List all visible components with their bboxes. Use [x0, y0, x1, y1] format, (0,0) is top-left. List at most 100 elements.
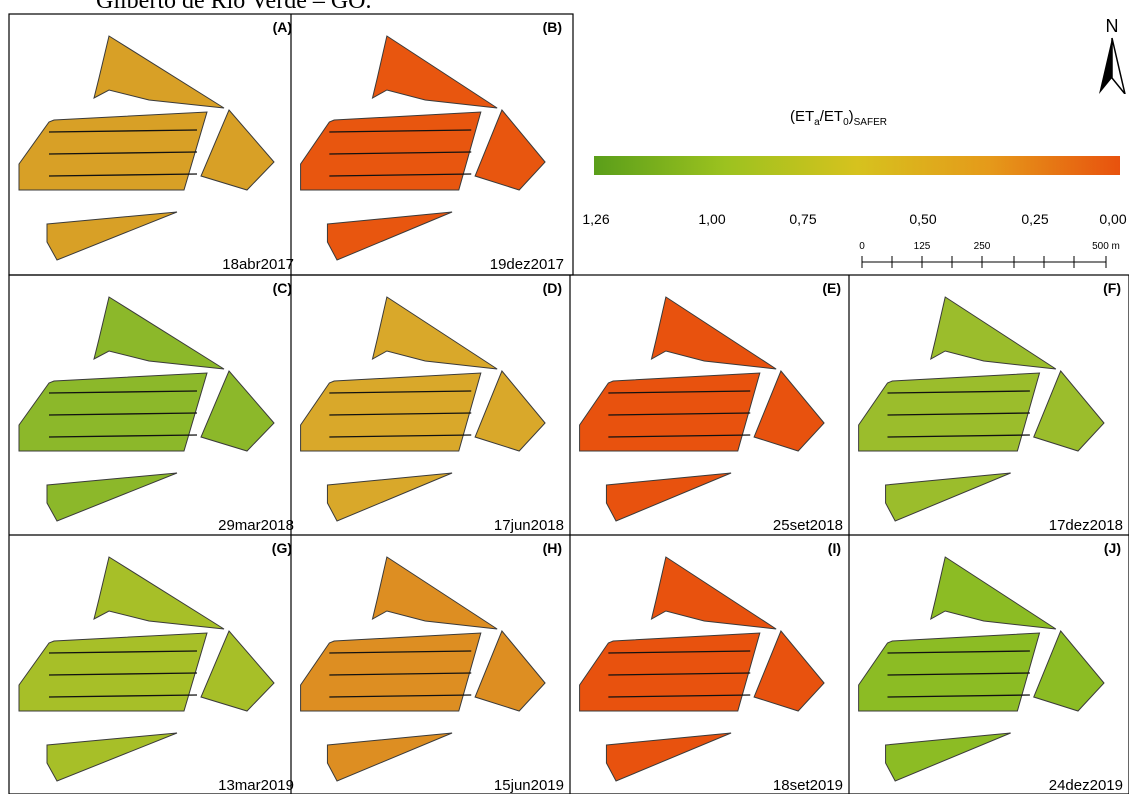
field-polygon: [858, 632, 1041, 712]
field-division-line: [887, 434, 1030, 438]
scale-label: 0: [859, 241, 865, 252]
field-polygon: [46, 472, 178, 522]
field-division-line: [48, 650, 198, 654]
field-polygon: [200, 630, 275, 712]
panel-date: 17dez2018: [1049, 517, 1123, 534]
field-polygon: [200, 109, 275, 191]
map-panel: (D) 17jun2018: [300, 280, 564, 534]
field-polygon: [93, 556, 225, 630]
field-division-line: [48, 390, 198, 394]
panel-date: 18abr2017: [222, 256, 294, 273]
field-polygon: [753, 630, 825, 712]
field-polygon: [650, 296, 777, 370]
field-division-line: [329, 672, 472, 676]
field-division-line: [48, 672, 198, 676]
map-panel: (E) 25set2018: [579, 280, 843, 534]
field-division-line: [887, 650, 1030, 654]
field-polygon: [93, 296, 225, 370]
legend-tick-label: 0,25: [1021, 211, 1049, 227]
field-polygon: [46, 211, 178, 261]
map-panel: (A) 18abr2017: [18, 19, 294, 273]
north-arrow-icon: N: [1099, 16, 1126, 94]
field-polygon: [605, 472, 732, 522]
map-panel: (B) 19dez2017: [300, 19, 564, 273]
panel-letter: (I): [828, 540, 841, 556]
field-polygon: [1033, 370, 1105, 452]
field-polygon: [579, 372, 761, 452]
field-polygon: [300, 632, 482, 712]
field-division-line: [887, 694, 1030, 698]
field-division-line: [608, 694, 751, 698]
panel-date: 25set2018: [773, 517, 843, 534]
field-division-line: [329, 151, 472, 155]
panel-letter: (E): [822, 280, 841, 296]
panel-letter: (B): [543, 19, 562, 35]
legend-tick-label: 1,26: [582, 211, 610, 227]
field-polygon: [579, 632, 761, 712]
field-polygon: [474, 630, 546, 712]
field-division-line: [608, 672, 751, 676]
field-polygon: [371, 296, 498, 370]
field-division-line: [608, 390, 751, 394]
field-polygon: [885, 472, 1011, 522]
field-division-line: [329, 650, 472, 654]
panel-letter: (D): [543, 280, 562, 296]
field-polygon: [474, 370, 546, 452]
field-polygon: [930, 296, 1057, 370]
map-panel: (C) 29mar2018: [18, 280, 294, 534]
field-polygon: [371, 556, 498, 630]
legend-title: (ETa/ET0)SAFER: [790, 108, 887, 128]
field-polygon: [371, 35, 498, 109]
field-division-line: [329, 390, 472, 394]
field-polygon: [326, 472, 453, 522]
panel-date: 24dez2019: [1049, 777, 1123, 794]
legend-tick-label: 0,75: [789, 211, 817, 227]
field-polygon: [650, 556, 777, 630]
field-polygon: [300, 372, 482, 452]
field-polygon: [18, 632, 208, 712]
panel-date: 13mar2019: [218, 777, 294, 794]
field-polygon: [200, 370, 275, 452]
map-panel: (H) 15jun2019: [300, 540, 564, 794]
field-division-line: [48, 173, 198, 177]
panel-letter: (J): [1104, 540, 1121, 556]
panel-date: 29mar2018: [218, 517, 294, 534]
field-division-line: [608, 434, 751, 438]
field-polygon: [93, 35, 225, 109]
field-polygon: [605, 732, 732, 782]
panel-letter: (C): [273, 280, 292, 296]
field-division-line: [887, 412, 1030, 416]
north-label: N: [1106, 16, 1119, 36]
field-polygon: [474, 109, 546, 191]
panel-letter: (H): [543, 540, 562, 556]
map-panel: (G) 13mar2019: [18, 540, 294, 794]
figure-caption: Gilberto de Rio Verde – GO.: [96, 0, 372, 14]
panel-date: 19dez2017: [490, 256, 564, 273]
field-polygon: [858, 372, 1041, 452]
field-polygon: [885, 732, 1011, 782]
legend-tick-label: 0,00: [1099, 211, 1127, 227]
map-panel: (J) 24dez2019: [858, 540, 1123, 794]
field-polygon: [300, 111, 482, 191]
panel-date: 17jun2018: [494, 517, 564, 534]
panel-letter: (A): [273, 19, 292, 35]
field-polygon: [326, 211, 453, 261]
panel-date: 15jun2019: [494, 777, 564, 794]
map-panel: (F) 17dez2018: [858, 280, 1123, 534]
map-panel: (I) 18set2019: [579, 540, 843, 794]
field-polygon: [1033, 630, 1105, 712]
field-division-line: [48, 151, 198, 155]
field-division-line: [329, 434, 472, 438]
scale-label: 500 m: [1092, 241, 1120, 252]
panel-letter: (F): [1103, 280, 1121, 296]
field-division-line: [329, 173, 472, 177]
field-division-line: [887, 390, 1030, 394]
field-polygon: [930, 556, 1057, 630]
scale-label: 125: [914, 241, 931, 252]
field-division-line: [329, 129, 472, 133]
field-polygon: [46, 732, 178, 782]
field-polygon: [18, 111, 208, 191]
field-polygon: [326, 732, 453, 782]
panel-letter: (G): [272, 540, 292, 556]
